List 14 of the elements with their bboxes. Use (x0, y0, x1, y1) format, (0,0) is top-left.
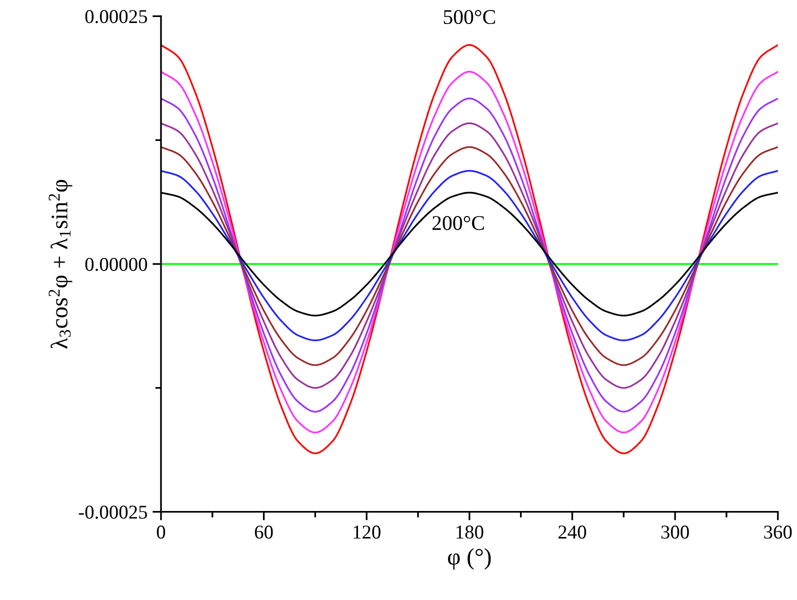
y-tick-label: 0.00000 (85, 258, 148, 272)
x-tick-label: 300 (661, 526, 689, 539)
x-axis-title: φ (°) (448, 548, 491, 570)
x-tick-label: 240 (558, 526, 586, 539)
x-tick-label: 180 (456, 526, 484, 539)
y-tick-label: 0.00025 (85, 10, 148, 24)
y-tick-label: -0.00025 (78, 506, 148, 519)
text: λ$_{3}$cos$^{2}$φ + λ$_{1}$sin$^{2}$φ (48, 180, 72, 349)
x-tick-label: 60 (254, 526, 273, 539)
annotation: 200°C (432, 216, 484, 230)
annotation: 500°C (444, 10, 496, 24)
x-tick-label: 0 (156, 526, 166, 539)
x-tick-label: 120 (354, 526, 380, 539)
x-tick-label: 360 (764, 526, 792, 539)
